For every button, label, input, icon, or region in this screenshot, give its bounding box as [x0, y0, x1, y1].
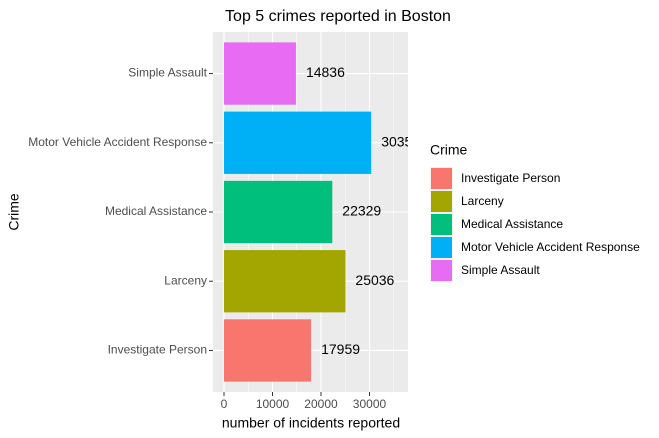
value-label: 30350: [381, 133, 420, 149]
legend-label: Larceny: [461, 194, 504, 208]
bar: [224, 42, 296, 105]
bar: [224, 250, 346, 313]
chart-title: Top 5 crimes reported in Boston: [225, 8, 451, 25]
value-label: 22329: [342, 203, 381, 219]
value-label: 25036: [355, 272, 394, 288]
legend-swatch: [431, 214, 452, 235]
value-label: 17959: [321, 341, 360, 357]
y-tick-label: Investigate Person: [108, 343, 207, 357]
legend-label: Medical Assistance: [461, 217, 563, 231]
y-tick-label: Simple Assault: [128, 66, 207, 80]
value-label: 14836: [306, 64, 345, 80]
x-axis-title: number of incidents reported: [222, 415, 400, 431]
bar: [224, 319, 312, 382]
bar: [224, 111, 372, 174]
y-tick-label: Motor Vehicle Accident Response: [28, 135, 207, 149]
legend-label: Simple Assault: [461, 263, 540, 277]
legend-swatch: [431, 168, 452, 189]
x-tick-label: 10000: [256, 397, 290, 411]
x-tick-label: 30000: [353, 397, 387, 411]
y-axis-title: Crime: [6, 193, 22, 231]
legend-title: Crime: [430, 142, 468, 158]
legend-swatch: [431, 191, 452, 212]
y-tick-label: Larceny: [164, 273, 207, 287]
legend-label: Motor Vehicle Accident Response: [461, 240, 640, 254]
legend-swatch: [431, 260, 452, 281]
legend-swatch: [431, 237, 452, 258]
y-tick-label: Medical Assistance: [105, 204, 207, 218]
bar: [224, 180, 333, 244]
x-tick-label: 20000: [304, 397, 338, 411]
legend-label: Investigate Person: [461, 171, 560, 185]
x-tick-label: 0: [221, 397, 228, 411]
